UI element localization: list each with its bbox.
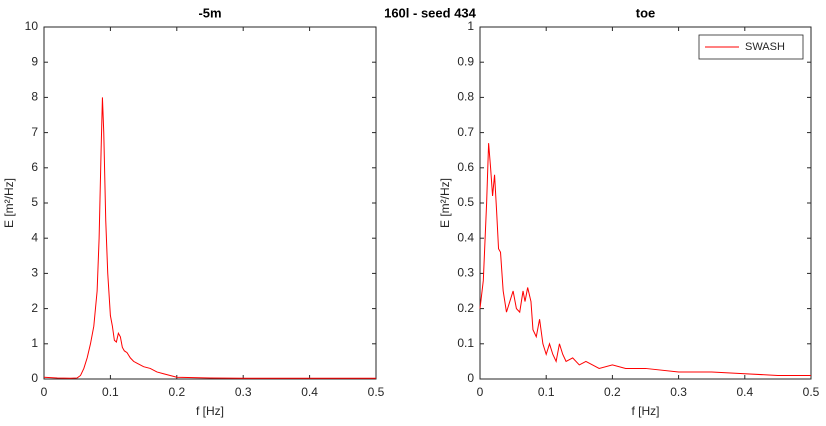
y-tick-label: 0.6 [457, 160, 474, 174]
data-line [43, 97, 376, 379]
x-tick-label: 0.1 [102, 385, 119, 399]
x-tick-label: 0 [477, 385, 484, 399]
data-line [479, 143, 811, 376]
y-tick-label: 0.4 [457, 230, 474, 244]
y-tick-label: 7 [31, 125, 38, 139]
y-tick-label: 9 [31, 54, 38, 68]
y-tick-label: 0 [467, 371, 474, 385]
y-tick-label: 1 [467, 19, 474, 33]
x-tick-label: 0.2 [604, 385, 621, 399]
y-tick-label: 0 [31, 371, 38, 385]
x-tick-label: 0.2 [168, 385, 185, 399]
x-tick-label: 0.5 [803, 385, 820, 399]
x-tick-label: 0.3 [670, 385, 687, 399]
x-axis-label: f [Hz] [196, 404, 224, 418]
x-tick-label: 0.4 [736, 385, 753, 399]
y-tick-label: 0.9 [457, 54, 474, 68]
x-tick-label: 0.4 [301, 385, 318, 399]
y-tick-label: 0.3 [457, 266, 474, 280]
y-tick-label: 0.5 [457, 195, 474, 209]
figure-title: 160l - seed 434 [384, 5, 477, 20]
x-tick-label: 0.3 [235, 385, 252, 399]
y-tick-label: 1 [31, 336, 38, 350]
x-tick-label: 0 [41, 385, 48, 399]
axes-title: toe [636, 5, 656, 20]
y-tick-label: 3 [31, 266, 38, 280]
y-tick-label: 6 [31, 160, 38, 174]
y-tick-label: 8 [31, 90, 38, 104]
axes-title: -5m [198, 5, 221, 20]
y-tick-label: 0.1 [457, 336, 474, 350]
y-tick-label: 0.2 [457, 301, 474, 315]
y-tick-label: 2 [31, 301, 38, 315]
y-tick-label: 5 [31, 195, 38, 209]
y-axis-label: E [m²/Hz] [438, 178, 452, 228]
y-tick-label: 4 [31, 230, 38, 244]
y-tick-label: 10 [25, 19, 39, 33]
x-axis-label: f [Hz] [631, 404, 659, 418]
y-axis-label: E [m²/Hz] [2, 178, 16, 228]
x-tick-label: 0.1 [538, 385, 555, 399]
x-tick-label: 0.5 [368, 385, 385, 399]
y-tick-label: 0.7 [457, 125, 474, 139]
y-tick-label: 0.8 [457, 90, 474, 104]
legend-label: SWASH [745, 41, 785, 53]
